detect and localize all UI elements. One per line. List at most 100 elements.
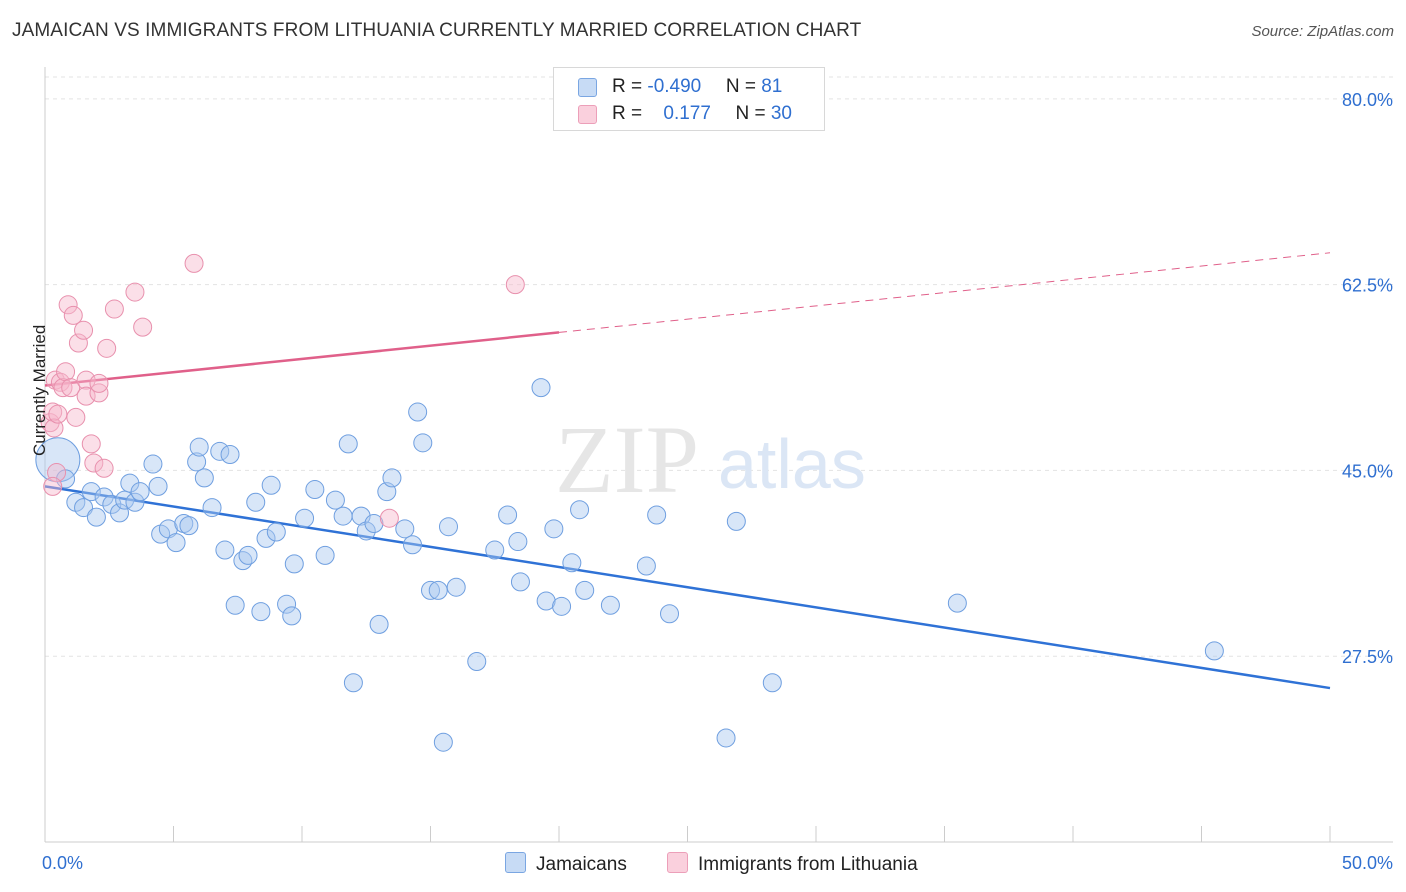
correlation-legend: R = -0.490 N = 81 R = 0.177 N = 30 xyxy=(553,67,825,131)
point-jamaicans xyxy=(716,728,736,748)
point-jamaicans xyxy=(277,594,297,614)
point-jamaicans xyxy=(220,445,240,464)
y-tick-label: 80.0% xyxy=(1342,90,1393,110)
point-jamaicans xyxy=(266,522,286,542)
point-jamaicans xyxy=(81,482,101,502)
point-lithuania xyxy=(66,407,86,427)
point-jamaicans xyxy=(110,503,130,523)
point-jamaicans xyxy=(408,402,428,422)
point-lithuania xyxy=(43,476,63,496)
legend-r-label: R = xyxy=(612,76,648,97)
point-jamaicans xyxy=(446,577,466,597)
source-credit: Source: ZipAtlas.com xyxy=(1251,23,1394,40)
point-jamaicans xyxy=(647,505,667,525)
point-jamaicans xyxy=(94,487,114,507)
grid-lines xyxy=(45,76,1393,657)
point-lithuania xyxy=(63,305,83,325)
point-lithuania xyxy=(89,383,109,403)
bottom-legend-jamaicans: Jamaicans xyxy=(505,852,627,876)
point-jamaicans xyxy=(395,519,415,539)
point-jamaicans xyxy=(382,468,402,488)
point-jamaicans xyxy=(166,533,186,553)
point-jamaicans xyxy=(510,572,530,592)
point-jamaicans xyxy=(246,492,266,512)
point-jamaicans xyxy=(225,595,245,615)
y-axis-label: Currently Married xyxy=(30,324,49,456)
point-jamaicans xyxy=(251,602,271,622)
point-jamaicans xyxy=(194,468,214,488)
point-lithuania xyxy=(505,275,525,295)
legend-swatch-jamaicans xyxy=(578,78,597,97)
point-lithuania xyxy=(53,378,73,398)
point-jamaicans xyxy=(433,732,453,752)
point-jamaicans xyxy=(575,580,595,600)
y-tick-label: 45.0% xyxy=(1342,461,1393,481)
point-jamaicans xyxy=(570,500,590,520)
point-jamaicans xyxy=(325,490,345,510)
point-jamaicans xyxy=(333,506,353,526)
point-jamaicans xyxy=(356,521,376,541)
point-lithuania xyxy=(56,362,76,382)
chart-title: JAMAICAN VS IMMIGRANTS FROM LITHUANIA CU… xyxy=(12,20,862,41)
y-tick-label: 62.5% xyxy=(1342,276,1393,296)
legend-n-label: N = xyxy=(735,103,771,124)
point-jamaicans xyxy=(562,553,582,573)
bottom-legend-lithuania: Immigrants from Lithuania xyxy=(667,852,918,876)
point-jamaicans xyxy=(202,498,222,518)
point-jamaicans xyxy=(369,614,389,634)
bottom-legend-label-lithuania: Immigrants from Lithuania xyxy=(698,854,918,875)
y-axis-label-wrap: Currently Married xyxy=(16,0,49,892)
point-lithuania xyxy=(89,373,109,393)
bottom-legend-swatch-jamaicans xyxy=(505,852,526,873)
point-lithuania xyxy=(184,253,204,273)
point-lithuania xyxy=(84,453,104,473)
legend-n-value: 81 xyxy=(761,76,783,97)
point-jamaicans xyxy=(947,593,967,613)
point-jamaicans xyxy=(130,482,150,502)
point-jamaicans xyxy=(305,480,325,500)
trend-lines xyxy=(44,252,1331,690)
trend-line-lithuania xyxy=(44,331,560,387)
point-lithuania xyxy=(74,320,94,340)
point-jamaicans xyxy=(343,673,363,693)
point-jamaicans xyxy=(143,454,163,474)
point-jamaicans xyxy=(315,545,335,565)
legend-n-value: 30 xyxy=(770,103,792,124)
point-lithuania xyxy=(68,333,88,353)
point-jamaicans xyxy=(544,519,564,539)
data-points xyxy=(35,253,1224,752)
point-jamaicans xyxy=(552,596,572,616)
point-jamaicans xyxy=(726,511,746,531)
point-jamaicans xyxy=(531,378,551,398)
point-jamaicans xyxy=(536,591,556,611)
point-jamaicans xyxy=(210,441,230,461)
point-jamaicans xyxy=(284,554,304,574)
point-jamaicans xyxy=(467,652,487,672)
point-jamaicans xyxy=(762,673,782,693)
bottom-legend-swatch-lithuania xyxy=(667,852,688,873)
point-lithuania xyxy=(50,372,70,392)
point-jamaicans xyxy=(233,551,253,571)
point-jamaicans xyxy=(403,535,423,555)
point-jamaicans xyxy=(86,507,106,527)
point-lithuania xyxy=(76,370,96,390)
point-jamaicans xyxy=(148,476,168,496)
point-lithuania xyxy=(97,338,117,358)
point-lithuania xyxy=(125,282,145,302)
point-jamaicans xyxy=(438,517,458,537)
point-jamaicans xyxy=(428,580,448,600)
point-lithuania xyxy=(61,378,81,398)
point-jamaicans xyxy=(179,516,199,536)
point-jamaicans xyxy=(413,433,433,453)
point-jamaicans xyxy=(498,505,518,525)
point-jamaicans xyxy=(600,595,620,615)
tick-labels: 27.5% 45.0% 62.5% 80.0% 0.0% 50.0% xyxy=(42,90,1393,873)
legend-r-value: 0.177 xyxy=(663,103,711,124)
watermark: ZIP atlas xyxy=(555,406,866,513)
point-jamaicans xyxy=(282,606,302,626)
bottom-legend-label-jamaicans: Jamaicans xyxy=(536,854,627,875)
point-jamaicans xyxy=(238,545,258,565)
point-lithuania xyxy=(94,458,114,478)
point-jamaicans xyxy=(187,452,207,472)
